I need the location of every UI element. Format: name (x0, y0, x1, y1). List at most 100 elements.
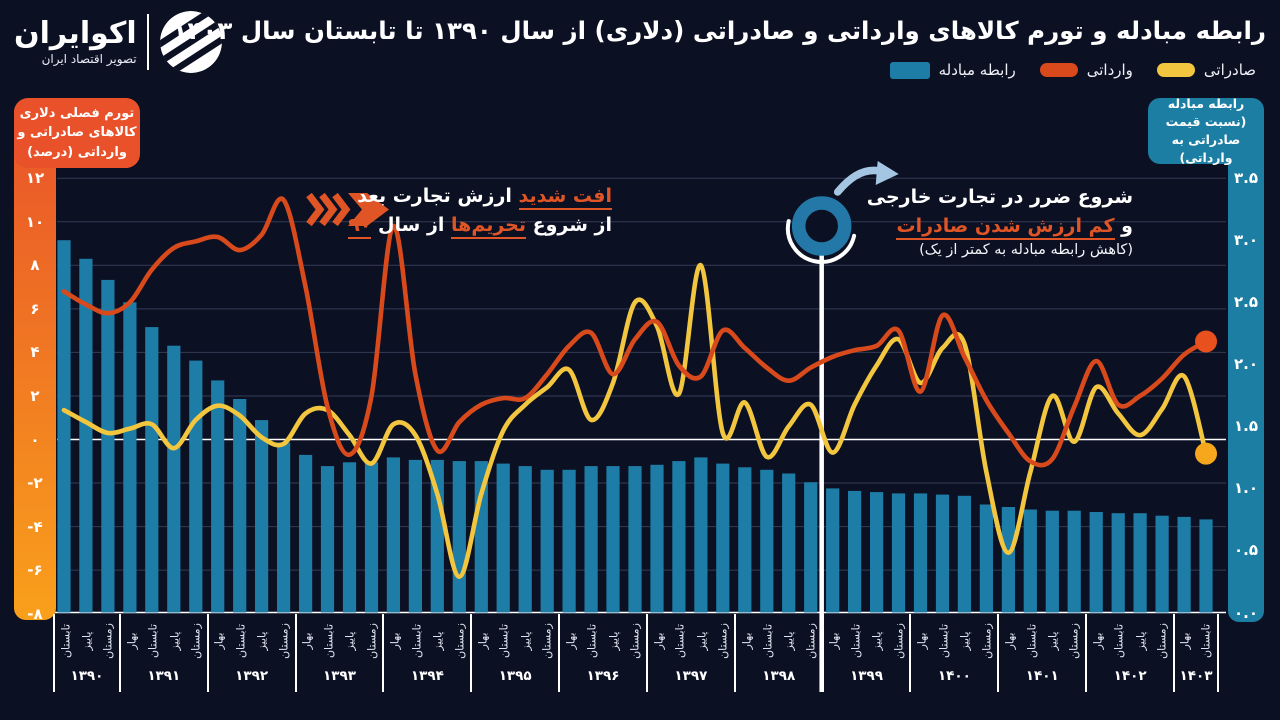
quarter-label: تابستان (410, 623, 424, 659)
left-axis-tick: ۶ (30, 299, 40, 318)
left-axis-strip: ۱۲ ۱۰ ۸ ۶ ۴ ۲ ۰ -۲ -۴ -۶ -۸ (14, 100, 56, 623)
right-axis-title: رابطه مبادله (نسبت قیمت صادراتی به واردا… (1148, 96, 1264, 165)
bar-terms-of-trade (935, 494, 950, 613)
quarter-label: پاییز (343, 631, 357, 651)
right-axis-tick: ۱.۰ (1233, 479, 1258, 498)
quarter-label: زمستان (277, 623, 291, 659)
bar-terms-of-trade (386, 457, 400, 613)
quarter-label: بهار (740, 632, 754, 650)
bar-terms-of-trade (957, 495, 971, 613)
left-axis-title-line: وارداتی (درصد) (27, 144, 127, 160)
bar-terms-of-trade (1089, 512, 1103, 613)
year-label: ۱۳۹۱ (147, 668, 181, 684)
trade-loss-ring-icon (791, 196, 852, 256)
bar-terms-of-trade (540, 469, 554, 613)
quarter-label: تابستان (673, 623, 687, 659)
legend-label-imports: وارداتی (1086, 61, 1133, 79)
bar-terms-of-trade (826, 488, 840, 613)
quarter-label: پاییز (168, 631, 182, 651)
bar-terms-of-trade (738, 467, 752, 613)
bar-terms-of-trade (979, 504, 993, 613)
quarter-label: بهار (388, 632, 402, 650)
annotation-trade-loss-line1: شروع ضرر در تجارت خارجی (866, 186, 1133, 208)
bar-terms-of-trade (1045, 510, 1059, 613)
year-label: ۱۳۹۷ (674, 668, 708, 684)
bar-terms-of-trade (299, 454, 313, 613)
bar-terms-of-trade (1023, 509, 1037, 613)
bar-terms-of-trade (782, 473, 796, 613)
legend: صادراتی وارداتی رابطه مبادله (889, 61, 1256, 79)
quarter-label: پاییز (870, 631, 884, 651)
legend-swatch-exports (1156, 63, 1195, 77)
year-label: ۱۳۹۶ (586, 668, 620, 684)
quarter-label: زمستان (189, 623, 203, 659)
right-axis-tick: ۱.۵ (1233, 417, 1258, 436)
bar-terms-of-trade (101, 279, 115, 613)
right-axis-tick: ۳.۰ (1233, 231, 1258, 250)
left-axis-title: تورم فصلی دلاری کالاهای صادراتی و واردات… (14, 98, 140, 168)
left-axis-tick: ۰ (30, 430, 40, 449)
quarter-label: پاییز (80, 631, 94, 651)
bar-terms-of-trade (496, 463, 510, 613)
legend-item-exports: صادراتی (1156, 61, 1256, 79)
bar-terms-of-trade (518, 466, 532, 613)
quarter-label: بهار (300, 632, 314, 650)
annotation-sanctions-line1: افت شدید ارزش تجارت بعد (348, 182, 612, 211)
left-axis-tick: -۴ (27, 517, 43, 536)
bar-terms-of-trade (167, 345, 181, 613)
exports-end-dot (1195, 442, 1218, 465)
quarter-label: بهار (1178, 632, 1192, 650)
quarter-label: زمستان (628, 623, 642, 659)
year-group: بهار تابستان پاییز زمستان ۱۴۰۲ (1087, 614, 1175, 692)
left-axis-title-line: تورم فصلی دلاری (19, 105, 135, 121)
left-axis-tick: -۲ (27, 474, 43, 493)
year-label: ۱۴۰۲ (1113, 668, 1147, 684)
quarter-label: تابستان (761, 623, 775, 659)
bar-terms-of-trade (650, 464, 664, 613)
bar-terms-of-trade (320, 466, 335, 613)
bar-terms-of-trade (1067, 510, 1081, 613)
year-group: بهار تابستان پاییز زمستان ۱۴۰۱ (999, 614, 1088, 692)
quarter-label: بهار (125, 632, 139, 650)
quarter-label: تابستان (1112, 623, 1126, 659)
bar-terms-of-trade (364, 462, 379, 613)
year-group: بهار تابستان پاییز زمستان ۱۳۹۵ (472, 614, 561, 692)
year-label: ۱۳۹۴ (410, 668, 444, 684)
quarter-label: زمستان (540, 623, 554, 659)
bar-terms-of-trade (1133, 513, 1147, 613)
year-group: بهار تابستان پاییز زمستان ۱۳۹۹ (824, 614, 912, 692)
bar-terms-of-trade (804, 482, 818, 613)
left-axis-title-line: کالاهای صادراتی و (17, 125, 137, 141)
legend-label-terms-of-trade: رابطه مبادله (938, 61, 1016, 79)
page-title: رابطه مبادله و تورم کالاهای وارداتی و صا… (172, 16, 1266, 45)
annotation-trade-loss: شروع ضرر در تجارت خارجی و کم ارزش شدن صا… (867, 183, 1133, 262)
bar-terms-of-trade (189, 360, 203, 613)
quarter-label: پاییز (695, 631, 709, 651)
bar-terms-of-trade (145, 327, 159, 613)
year-label: ۱۳۹۳ (323, 668, 356, 684)
quarter-label: زمستان (804, 623, 818, 659)
quarter-label: تابستان (849, 623, 863, 659)
year-group: بهار تابستان پاییز زمستان ۱۳۹۱ (121, 614, 209, 692)
year-label: ۱۳۹۸ (762, 668, 796, 684)
year-label: ۱۳۹۵ (498, 668, 532, 684)
quarter-label: پاییز (431, 631, 445, 651)
legend-item-terms-of-trade: رابطه مبادله (889, 61, 1016, 79)
left-axis-tick: ۲ (30, 386, 40, 405)
quarter-label: بهار (212, 632, 226, 650)
brand-name: اکوایران (14, 15, 137, 51)
quarter-label: پاییز (1046, 631, 1060, 651)
curved-arrow-head-icon (875, 161, 899, 185)
x-axis-band: تابستان پاییز زمستان ۱۳۹۰ بهار تابستان پاییز زم… (53, 614, 1219, 692)
bar-terms-of-trade (672, 461, 686, 613)
right-axis-tick: ۲.۰ (1233, 355, 1258, 374)
right-axis-tick: ۰.۵ (1233, 541, 1258, 560)
quarter-label: زمستان (892, 623, 906, 659)
legend-swatch-imports (1039, 63, 1078, 77)
brand-logo: اکوایران تصویر اقتصاد ایران (14, 10, 223, 74)
trade-loss-arc-icon (785, 219, 857, 264)
quarter-label: بهار (564, 632, 578, 650)
quarter-label: زمستان (1155, 623, 1169, 659)
